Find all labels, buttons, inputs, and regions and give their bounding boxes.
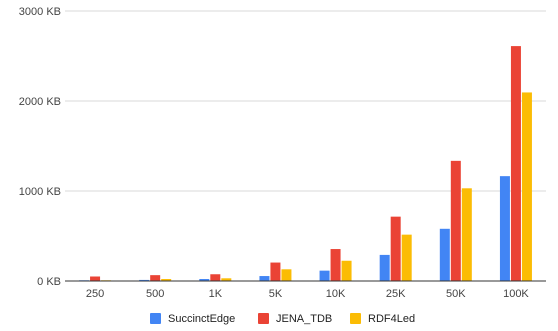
legend: SuccinctEdge JENA_TDB RDF4Led: [150, 313, 415, 325]
bar-jena-tdb-250: [90, 276, 101, 281]
x-tick-label: 250: [86, 288, 104, 300]
bar-rdf4led-25k: [401, 234, 412, 281]
x-tick-label: 5K: [269, 288, 283, 300]
bar-rdf4led-500: [161, 279, 172, 281]
y-axis-ticks: 0 KB 1000 KB 2000 KB 3000 KB: [19, 6, 61, 288]
bar-succinctedge-500: [139, 279, 150, 281]
bar-rdf4led-1k: [221, 278, 232, 281]
x-tick-label: 25K: [386, 288, 406, 300]
x-tick-label: 10K: [326, 288, 346, 300]
y-tick-label: 3000 KB: [19, 6, 61, 18]
bar-jena-tdb-1k: [210, 274, 221, 281]
gridlines: [65, 10, 546, 192]
bars: [79, 46, 532, 281]
x-tick-label: 500: [146, 288, 164, 300]
bar-rdf4led-50k: [461, 188, 472, 281]
legend-item-rdf4led: RDF4Led: [350, 313, 415, 325]
bar-succinctedge-25k: [379, 254, 390, 281]
bar-jena-tdb-50k: [450, 160, 461, 281]
legend-swatch: [258, 313, 269, 324]
legend-swatch: [350, 313, 361, 324]
legend-swatch: [150, 313, 161, 324]
bar-rdf4led-5k: [281, 269, 292, 281]
legend-label: JENA_TDB: [276, 313, 332, 325]
x-axis-ticks: 250 500 1K 5K 10K 25K 50K 100K: [86, 288, 530, 300]
legend-item-succinctedge: SuccinctEdge: [150, 313, 235, 325]
legend-item-jena-tdb: JENA_TDB: [258, 313, 332, 325]
bar-succinctedge-100k: [499, 176, 510, 281]
y-tick-label: 2000 KB: [19, 96, 61, 108]
bar-succinctedge-10k: [319, 270, 330, 281]
bar-jena-tdb-5k: [270, 262, 281, 281]
bar-succinctedge-1k: [199, 279, 210, 281]
x-tick-label: 100K: [503, 288, 529, 300]
bar-succinctedge-5k: [259, 276, 270, 281]
y-tick-label: 0 KB: [37, 276, 61, 288]
bar-jena-tdb-100k: [510, 46, 521, 281]
bar-rdf4led-100k: [521, 92, 532, 281]
bar-succinctedge-50k: [439, 228, 450, 281]
legend-label: SuccinctEdge: [168, 313, 235, 325]
x-tick-label: 50K: [446, 288, 466, 300]
legend-label: RDF4Led: [368, 313, 415, 325]
bar-jena-tdb-10k: [330, 249, 341, 281]
bar-rdf4led-10k: [341, 260, 352, 281]
bar-jena-tdb-25k: [390, 216, 401, 281]
bar-jena-tdb-500: [150, 275, 161, 281]
y-tick-label: 1000 KB: [19, 186, 61, 198]
x-tick-label: 1K: [209, 288, 223, 300]
